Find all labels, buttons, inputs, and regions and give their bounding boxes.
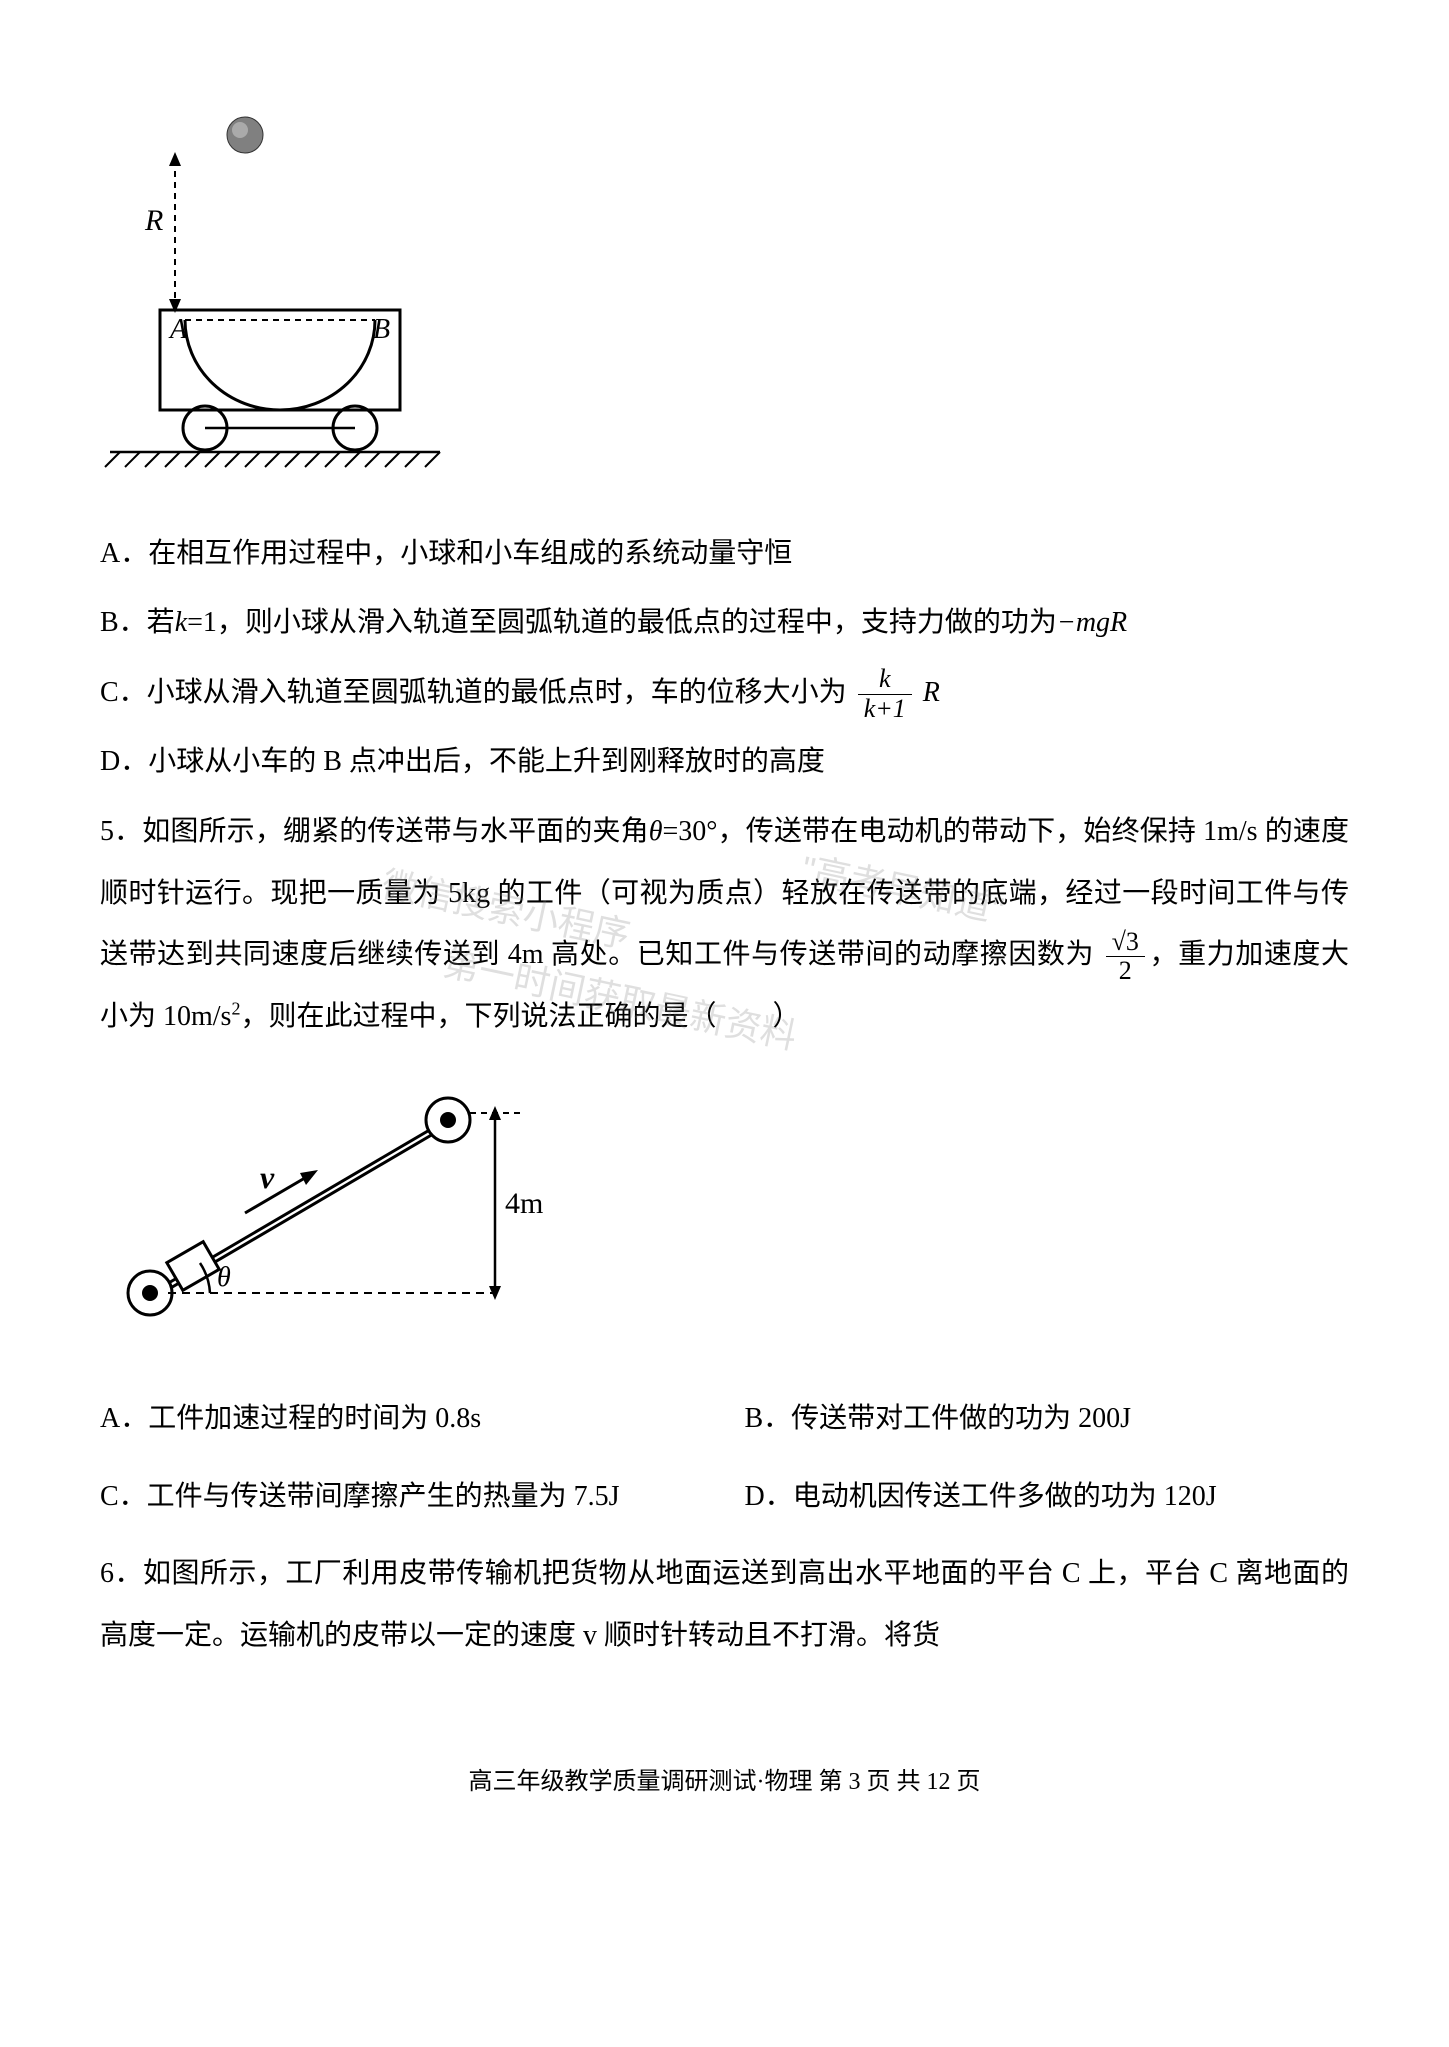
q5-suffix: ，则在此过程中，下列说法正确的是（ ） [240, 1001, 800, 1032]
opt4C-den: k+1 [858, 695, 912, 724]
arc-bowl [185, 320, 375, 410]
opt4C-prefix: C．小球从滑入轨道至圆弧轨道的最低点时，车的位移大小为 [100, 677, 847, 708]
opt4C-fraction: k k+1 [858, 665, 912, 723]
q5-den: 2 [1106, 957, 1145, 986]
option-5B: B．传送带对工件做的功为 200J [745, 1388, 1350, 1450]
velocity-arrow-head [300, 1170, 318, 1185]
arrow-up [169, 152, 181, 166]
option-4D: D．小球从小车的 B 点冲出后，不能上升到刚释放时的高度 [100, 731, 1349, 793]
options-5-row1: A．工件加速过程的时间为 0.8s B．传送带对工件做的功为 200J [100, 1380, 1349, 1458]
q5-num: √3 [1106, 928, 1145, 958]
label-B: B [373, 314, 390, 345]
ball-highlight [232, 122, 248, 138]
opt4C-suffix: R [923, 677, 940, 708]
label-A: A [168, 314, 188, 345]
figure-cart-ball: R A B [100, 110, 1349, 493]
option-4B: B．若k=1，则小球从滑入轨道至圆弧轨道的最低点的过程中，支持力做的功为−mgR [100, 592, 1349, 654]
pulley-bottom-center [142, 1285, 158, 1301]
ground-hatching [105, 452, 440, 467]
label-theta: θ [217, 1262, 231, 1293]
option-4C: C．小球从滑入轨道至圆弧轨道的最低点时，车的位移大小为 k k+1 R [100, 662, 1349, 724]
opt4B-prefix: B．若 [100, 607, 175, 638]
question-5: 5．如图所示，绷紧的传送带与水平面的夹角θ=30°，传送带在电动机的带动下，始终… [100, 801, 1349, 1047]
option-4A: A．在相互作用过程中，小球和小车组成的系统动量守恒 [100, 523, 1349, 585]
opt4B-mid: ，则小球从滑入轨道至圆弧轨道的最低点的过程中，支持力做的功为 [217, 607, 1057, 638]
opt4B-eq: =1 [187, 607, 217, 638]
q5-prefix: 5．如图所示，绷紧的传送带与水平面的夹角 [100, 816, 649, 847]
opt4B-k: k [175, 607, 187, 638]
page-footer: 高三年级教学质量调研测试·物理 第 3 页 共 12 页 [100, 1756, 1349, 1809]
figure-conveyor: v θ 4m [100, 1068, 1349, 1351]
label-v: v [260, 1159, 275, 1195]
option-5C: C．工件与传送带间摩擦产生的热量为 7.5J [100, 1466, 705, 1528]
conveyor-svg: v θ 4m [100, 1068, 550, 1328]
workpiece-block [167, 1241, 219, 1290]
option-5D: D．电动机因传送工件多做的功为 120J [745, 1466, 1350, 1528]
options-5-row2: C．工件与传送带间摩擦产生的热量为 7.5J D．电动机因传送工件多做的功为 1… [100, 1458, 1349, 1536]
q5-theta: θ [649, 816, 663, 847]
option-5A: A．工件加速过程的时间为 0.8s [100, 1388, 705, 1450]
opt4B-suffix: −mgR [1057, 607, 1127, 638]
q5-fraction: √3 2 [1106, 928, 1145, 986]
label-R: R [144, 204, 163, 237]
question-6: 6．如图所示，工厂利用皮带传输机把货物从地面运送到高出水平地面的平台 C 上，平… [100, 1543, 1349, 1666]
page-content: R A B [100, 110, 1349, 1809]
label-4m: 4m [505, 1187, 543, 1220]
opt4C-num: k [858, 665, 912, 695]
cart-diagram-svg: R A B [100, 110, 450, 470]
pulley-top-center [440, 1112, 456, 1128]
